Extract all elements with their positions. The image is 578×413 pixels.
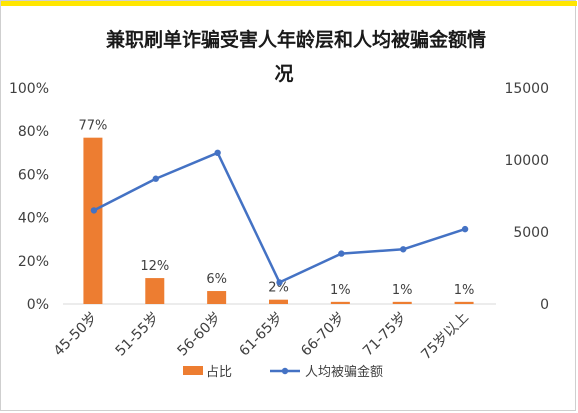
legend-bar-label: 占比 [206,365,232,380]
line-point [214,149,221,156]
line-point [338,250,345,257]
x-axis-tick-label: 51-55岁 [113,310,163,360]
left-axis-tick-label: 20% [18,254,49,270]
left-axis-tick-label: 40% [18,211,49,227]
line-point [90,207,98,214]
top-accent-rule [1,1,577,6]
line-point [276,279,283,286]
x-axis-tick-label: 75岁以上 [418,310,472,364]
chart-title-line-1: 兼职刷单诈骗受害人年龄层和人均被骗金额情 [106,28,486,51]
bar [207,291,227,304]
bar-data-labels: 77% 12% 6% 2% 1% 1% 1% [78,119,474,298]
left-axis-tick-label: 0% [27,297,49,313]
legend: 占比 人均被骗金额 [183,364,383,380]
bar [330,301,350,304]
bar [454,301,474,304]
right-axis-tick-label: 10000 [504,153,549,169]
left-axis-tick-label: 80% [18,124,49,140]
bar-data-label: 1% [454,283,475,298]
x-axis-tick-label: 45-50岁 [51,310,101,360]
bar-data-label: 6% [206,272,227,287]
right-axis-tick-label: 15000 [504,81,549,97]
line-point [400,246,407,253]
bar-data-label: 1% [392,283,413,298]
legend-bar-swatch [183,366,203,375]
x-axis-tick-label: 66-70岁 [298,310,348,360]
chart-title-line-2: 况 [274,63,293,85]
line-point [461,225,469,233]
line-point [152,175,159,182]
bar-data-label: 2% [268,281,289,296]
x-axis-tick-label: 71-75岁 [360,310,410,360]
right-axis-tick-label: 0 [540,297,549,313]
left-axis-tick-label: 60% [18,167,49,183]
legend-line-label: 人均被骗金额 [305,364,383,380]
bar-data-label: 77% [78,119,107,134]
bar-series [83,137,474,304]
chart-title: 兼职刷单诈骗受害人年龄层和人均被骗金额情 况 [106,28,486,85]
right-axis-tick-label: 5000 [513,225,549,241]
left-axis-tick-label: 100% [9,81,49,97]
legend-line-marker [281,367,289,375]
x-axis-tick-label: 56-60岁 [174,310,224,360]
x-axis-labels: 45-50岁 51-55岁 56-60岁 61-65岁 66-70岁 71-75岁 75岁以… [51,310,472,364]
line-series [90,149,469,286]
bar [269,299,288,304]
bar [145,278,165,304]
left-axis: 0% 20% 40% 60% 80% 100% [9,81,49,313]
x-axis-tick-label: 61-65岁 [236,310,286,360]
bar [83,137,103,304]
bar-data-label: 1% [330,283,351,298]
bar [392,301,412,304]
bar-data-label: 12% [140,259,169,274]
right-axis: 0 5000 10000 15000 [504,81,549,313]
